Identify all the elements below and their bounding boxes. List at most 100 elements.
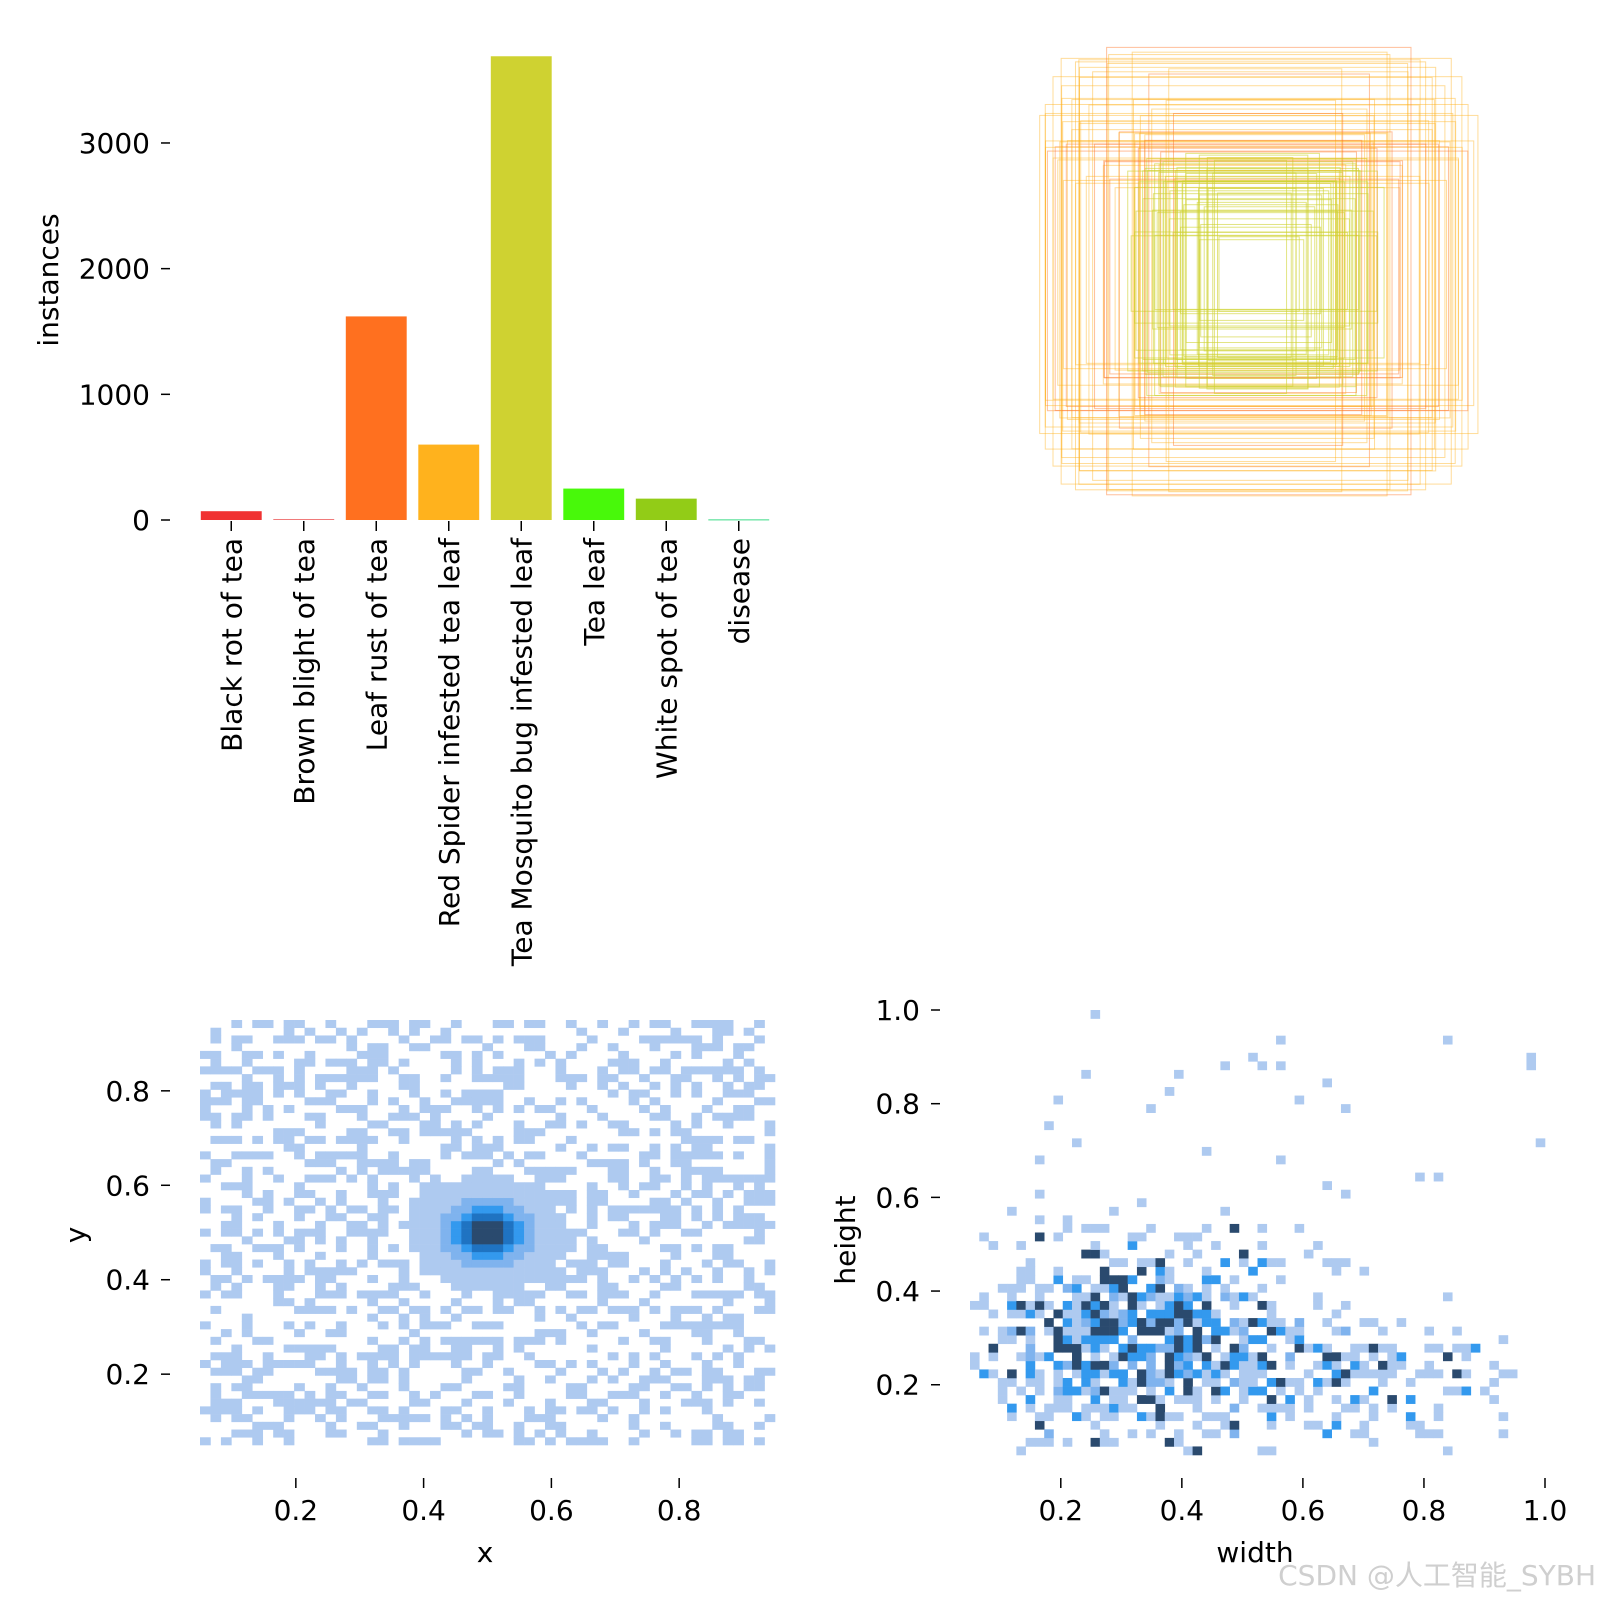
heatmap-cell: [220, 1205, 232, 1214]
heatmap-cell: [1174, 1300, 1184, 1310]
heatmap-cell: [283, 1344, 295, 1353]
x-tick-label: 0.2: [1039, 1494, 1084, 1527]
heatmap-cell: [471, 1074, 483, 1083]
heatmap-cell: [1285, 1403, 1295, 1413]
heatmap-cell: [283, 1020, 295, 1029]
heatmap-cell: [545, 1205, 556, 1214]
heatmap-cell: [1155, 1275, 1166, 1285]
heatmap-cell: [492, 1244, 504, 1253]
heatmap-cell: [419, 1398, 431, 1407]
heatmap-cell: [524, 1135, 535, 1144]
heatmap-cell: [492, 1066, 504, 1075]
heatmap-cell: [430, 1128, 441, 1137]
heatmap-cell: [1313, 1241, 1323, 1250]
heatmap-cell: [367, 1050, 379, 1059]
heatmap-cell: [1081, 1292, 1091, 1302]
heatmap-cell: [220, 1066, 232, 1075]
bounding-box: [1080, 120, 1430, 434]
heatmap-cell: [733, 1182, 744, 1191]
heatmap-cell: [1192, 1395, 1203, 1404]
heatmap-cell: [1257, 1283, 1268, 1293]
heatmap-cell: [680, 1228, 692, 1237]
heatmap-cell: [471, 1205, 483, 1214]
heatmap-cell: [680, 1151, 692, 1160]
heatmap-cell: [325, 1406, 337, 1415]
bounding-box: [1102, 164, 1403, 385]
heatmap-cell: [1007, 1283, 1017, 1293]
heatmap-cell: [398, 1058, 410, 1067]
heatmap-cell: [680, 1066, 692, 1075]
heatmap-cell: [1136, 1318, 1147, 1327]
heatmap-cell: [1313, 1343, 1323, 1353]
heatmap-cell: [660, 1205, 671, 1214]
heatmap-cell: [335, 1027, 347, 1036]
heatmap-cell: [440, 1305, 452, 1314]
heatmap-cell: [241, 1089, 253, 1098]
heatmap-cell: [231, 1112, 243, 1121]
heatmap-cell: [1007, 1300, 1017, 1310]
heatmap-cell: [586, 1251, 598, 1260]
heatmap-cell: [241, 1151, 253, 1160]
heatmap-cell: [1072, 1283, 1082, 1293]
heatmap-cell: [200, 1112, 211, 1121]
bounding-box: [1052, 157, 1459, 400]
heatmap-cell: [492, 1336, 504, 1345]
heatmap-cell: [1044, 1437, 1054, 1447]
heatmap-cell: [482, 1236, 494, 1245]
heatmap-cell: [1238, 1326, 1249, 1336]
heatmap-cell: [294, 1020, 305, 1029]
heatmap-cell: [471, 1275, 483, 1284]
heatmap-cell: [1442, 1292, 1453, 1302]
heatmap-cell: [450, 1344, 462, 1353]
heatmap-cell: [1340, 1377, 1351, 1387]
heatmap-cell: [388, 1027, 399, 1036]
heatmap-cell: [1266, 1318, 1277, 1327]
heatmap-cell: [628, 1421, 640, 1430]
heatmap-cell: [200, 1097, 211, 1106]
heatmap-cell: [1090, 1335, 1101, 1345]
heatmap-cell: [241, 1035, 253, 1044]
heatmap-cell: [1266, 1377, 1277, 1387]
heatmap-cell: [513, 1128, 525, 1137]
heatmap-cell: [1424, 1343, 1435, 1353]
heatmap-cell: [241, 1190, 253, 1199]
heatmap-cell: [325, 1205, 337, 1214]
heatmap-cell: [565, 1360, 577, 1369]
heatmap-cell: [409, 1344, 420, 1353]
heatmap-cell: [1127, 1429, 1138, 1439]
heatmap-cell: [618, 1290, 629, 1299]
heatmap-cell: [1090, 1292, 1101, 1302]
heatmap-cell: [743, 1081, 755, 1090]
heatmap-cell: [450, 1128, 462, 1137]
heatmap-cell: [1081, 1369, 1091, 1379]
heatmap-cell: [1331, 1420, 1342, 1430]
heatmap-cell: [1062, 1309, 1073, 1319]
heatmap-cell: [1072, 1335, 1082, 1345]
heatmap-cell: [1164, 1377, 1175, 1387]
heatmap-cell: [335, 1259, 347, 1268]
heatmap-cell: [241, 1375, 253, 1384]
heatmap-cell: [367, 1097, 379, 1106]
heatmap-cell: [545, 1105, 556, 1114]
heatmap-cell: [680, 1398, 692, 1407]
heatmap-cell: [461, 1174, 473, 1183]
x-axis-label: x: [477, 1536, 494, 1569]
heatmap-cell: [1313, 1360, 1323, 1370]
heatmap-cell: [346, 1228, 358, 1237]
heatmap-cell: [220, 1290, 232, 1299]
heatmap-cell: [367, 1159, 379, 1168]
heatmap-cell: [1192, 1318, 1203, 1327]
heatmap-cell: [1285, 1352, 1295, 1362]
heatmap-cell: [701, 1182, 713, 1191]
heatmap-cell: [440, 1228, 452, 1237]
heatmap-cell: [649, 1305, 661, 1314]
heatmap-cell: [733, 1437, 744, 1446]
heatmap-cell: [231, 1228, 243, 1237]
heatmap-cell: [670, 1120, 682, 1129]
heatmap-cell: [325, 1275, 337, 1284]
heatmap-cell: [1257, 1335, 1268, 1345]
heatmap-cell: [660, 1344, 671, 1353]
heatmap-cell: [409, 1329, 420, 1338]
heatmap-cell: [419, 1290, 431, 1299]
heatmap-cell: [210, 1398, 222, 1407]
